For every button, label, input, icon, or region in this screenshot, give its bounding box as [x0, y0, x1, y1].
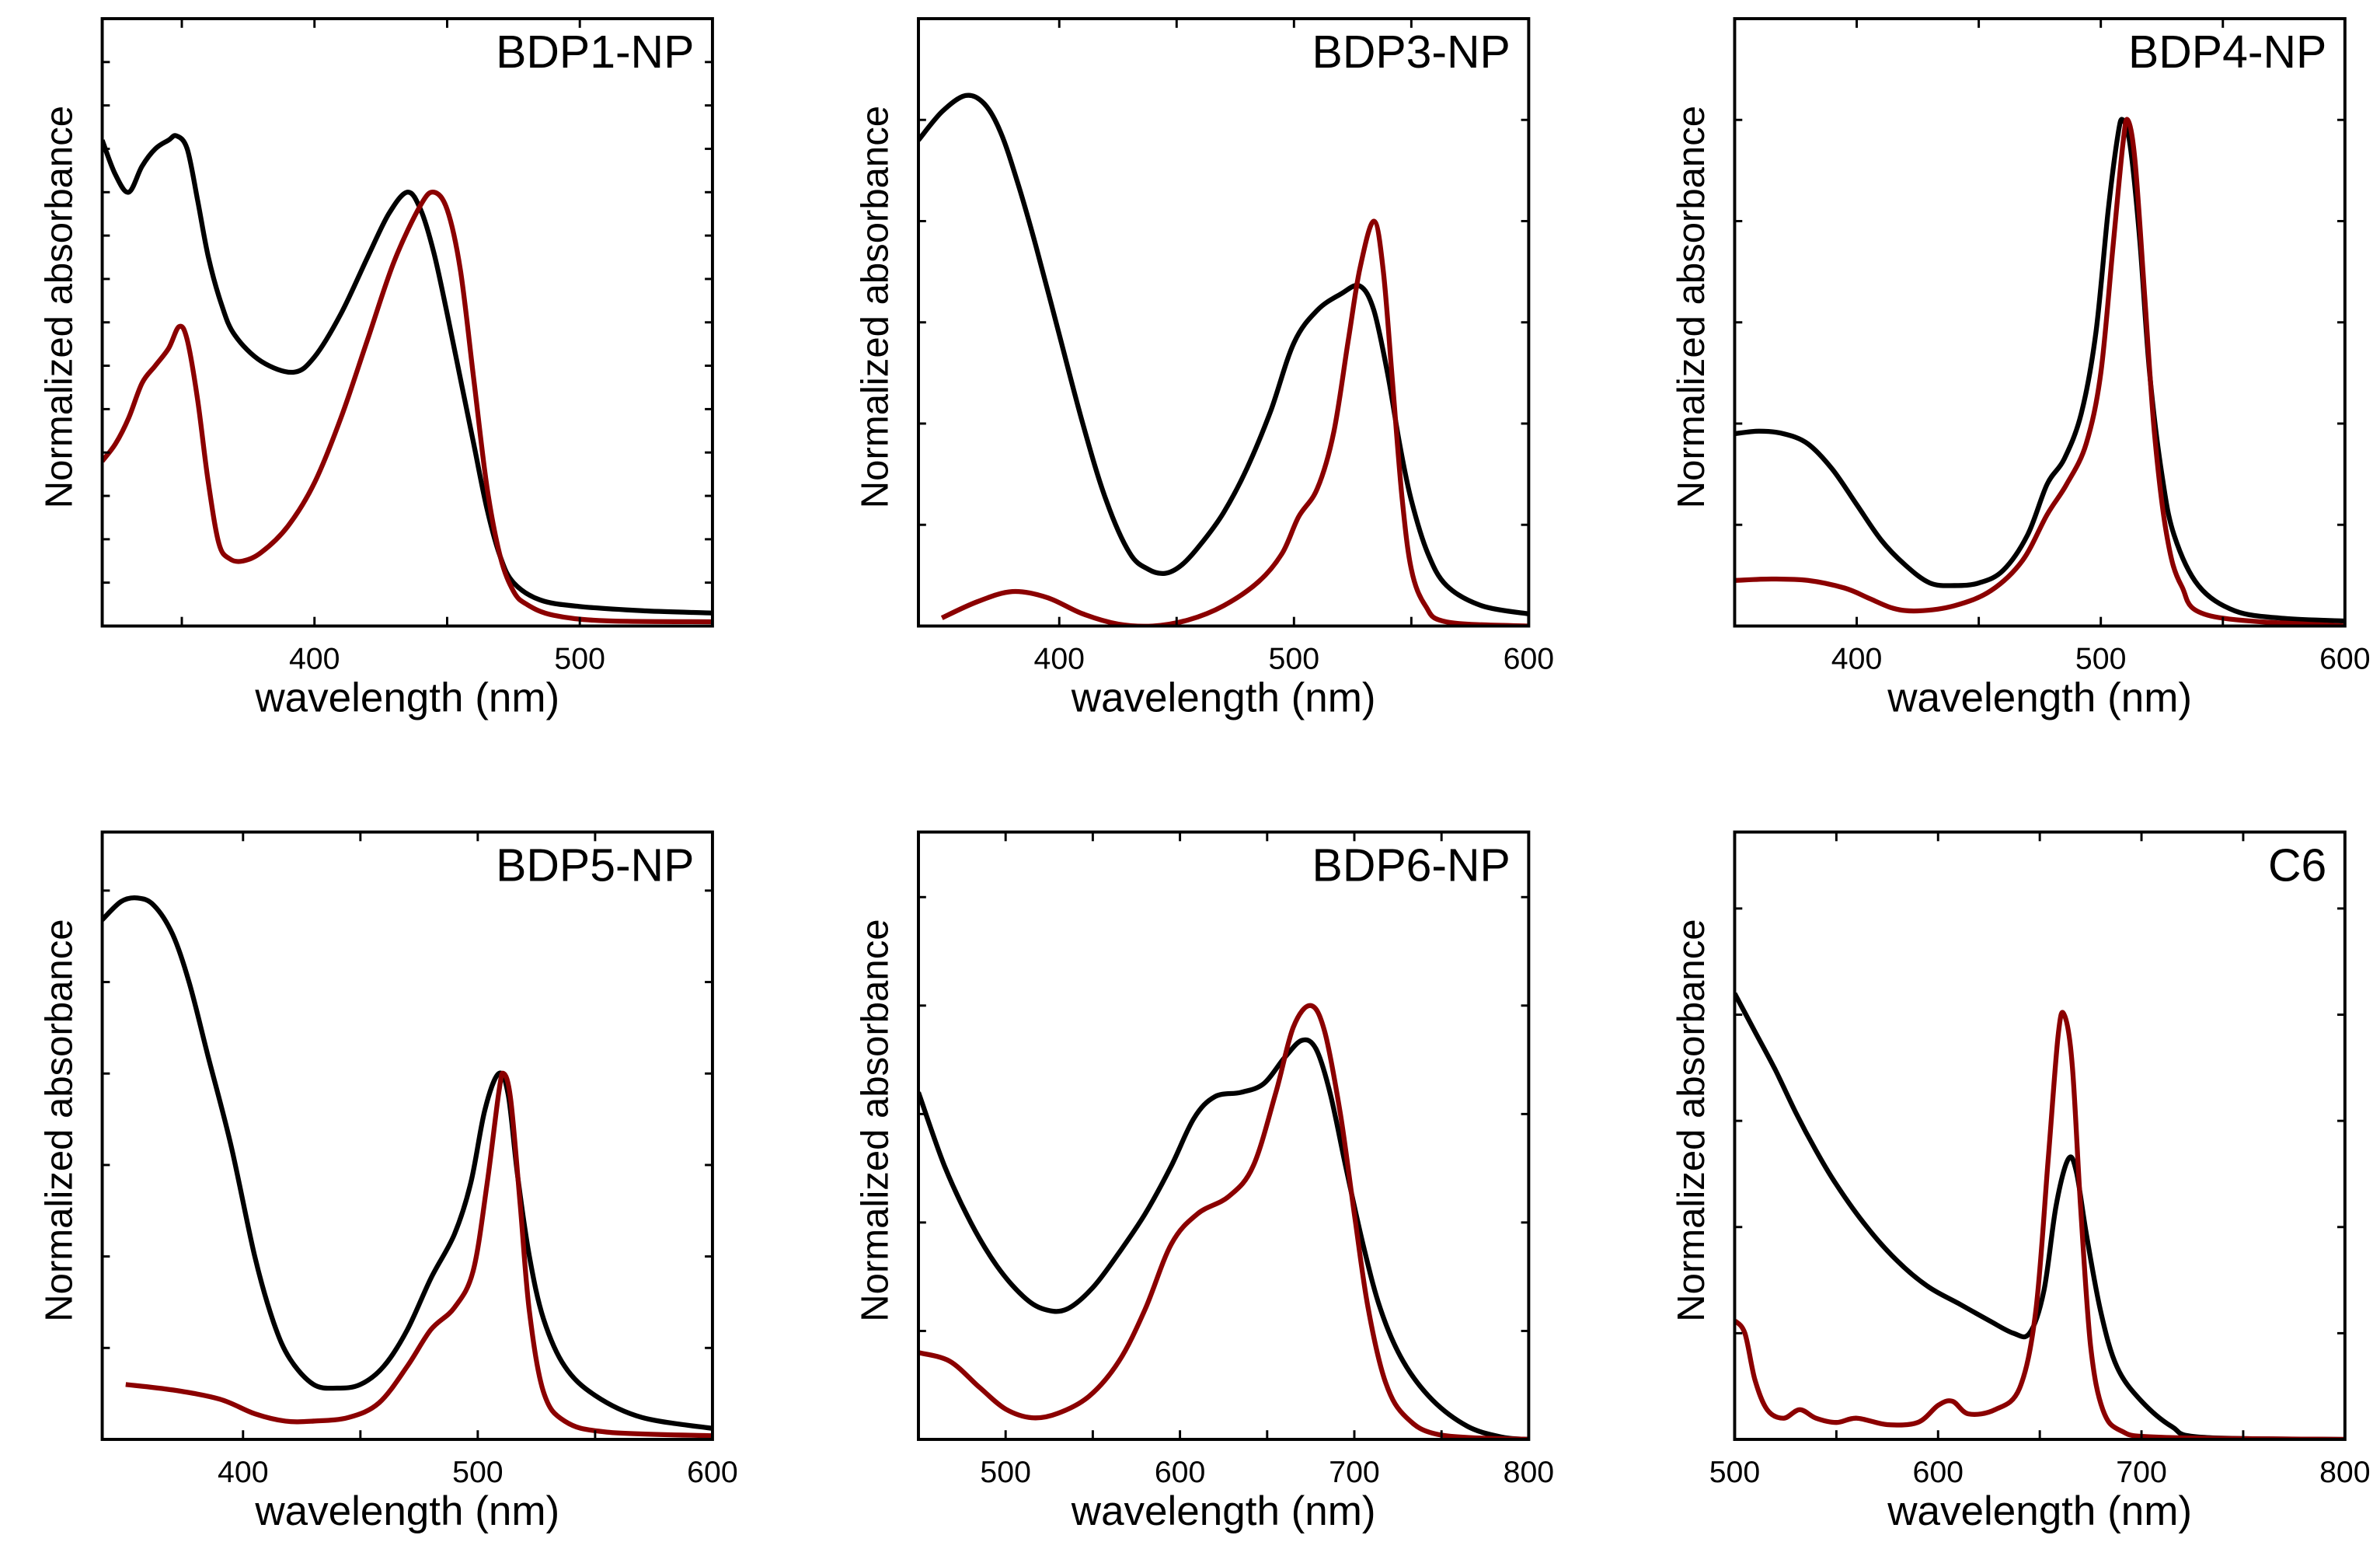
- x-axis-label: wavelength (nm): [254, 1488, 559, 1534]
- x-tick-label: 500: [1709, 1455, 1761, 1489]
- chart-panel-4: 400 500 600 wavelength (nm) Normalized absor…: [38, 830, 738, 1534]
- x-tick-label: 400: [218, 1455, 269, 1489]
- x-axis-label: wavelength (nm): [1071, 675, 1376, 720]
- series-line-red: [918, 1003, 1529, 1439]
- y-axis-label: Normalized absorbance: [38, 106, 80, 508]
- x-axis-label: wavelength (nm): [1887, 1488, 2192, 1534]
- panel-title: BDP3-NP: [1312, 27, 1511, 78]
- x-tick-label: 500: [2075, 641, 2127, 675]
- plot-frame: [100, 17, 714, 628]
- x-tick-label: 600: [1155, 1455, 1205, 1489]
- x-tick-label: 500: [1269, 641, 1319, 675]
- y-axis-label: Normalized absorbance: [38, 919, 80, 1321]
- x-tick-label: 500: [452, 1455, 503, 1489]
- y-axis-label: Normalized absorbance: [1671, 919, 1713, 1321]
- x-tick-label: 800: [1504, 1455, 1555, 1489]
- series-line-red: [1734, 117, 2345, 626]
- plot-frame: [917, 17, 1531, 628]
- x-axis-label: wavelength (nm): [254, 675, 559, 720]
- series-line-black: [102, 895, 713, 1431]
- y-axis-label: Normalized absorbance: [855, 106, 897, 508]
- x-tick-label: 400: [289, 641, 340, 675]
- series-line-black: [1734, 117, 2345, 624]
- x-tick-label: 500: [980, 1455, 1031, 1489]
- x-tick-label: 400: [1831, 641, 1883, 675]
- chart-panel-2: 400 500 600 wavelength (nm) Normalized absor…: [855, 17, 1555, 720]
- plot-frame: [917, 830, 1531, 1441]
- series-line-black: [1734, 992, 2345, 1439]
- series-line-red: [1734, 1010, 2345, 1439]
- x-tick-label: 500: [554, 641, 605, 675]
- series-line-red: [102, 189, 713, 625]
- panel-title: BDP1-NP: [496, 27, 694, 78]
- x-tick-label: 700: [1329, 1455, 1380, 1489]
- panel-title: BDP4-NP: [2128, 27, 2326, 78]
- series-line-black: [918, 1037, 1529, 1439]
- x-tick-label: 700: [2116, 1455, 2167, 1489]
- panel-title: BDP6-NP: [1312, 840, 1511, 891]
- x-tick-label: 600: [2319, 641, 2371, 675]
- panel-title: BDP5-NP: [496, 840, 694, 891]
- x-tick-label: 600: [1504, 641, 1555, 675]
- x-tick-label: 600: [687, 1455, 737, 1489]
- series-line-black: [918, 92, 1529, 616]
- plot-frame: [1733, 830, 2347, 1441]
- plot-frame: [100, 830, 714, 1441]
- series-line-red: [940, 218, 1529, 626]
- chart-panel-6: 500 600 700 800 wavelength (nm) Normalized ab…: [1671, 830, 2371, 1534]
- y-axis-label: Normalized absorbance: [855, 919, 897, 1321]
- plot-frame: [1733, 17, 2347, 628]
- x-axis-label: wavelength (nm): [1887, 675, 2192, 720]
- chart-panel-5: 500 600 700 800 wavelength (nm) Normalized ab…: [855, 830, 1555, 1534]
- chart-panel-3: 400 500 600 wavelength (nm) Normalized absor…: [1671, 17, 2371, 720]
- series-line-red: [125, 1070, 713, 1439]
- x-tick-label: 800: [2319, 1455, 2371, 1489]
- y-axis-label: Normalized absorbance: [1671, 106, 1713, 508]
- x-axis-label: wavelength (nm): [1071, 1488, 1376, 1534]
- x-tick-label: 600: [1913, 1455, 1964, 1489]
- panel-title: C6: [2268, 840, 2326, 891]
- x-tick-label: 400: [1033, 641, 1085, 675]
